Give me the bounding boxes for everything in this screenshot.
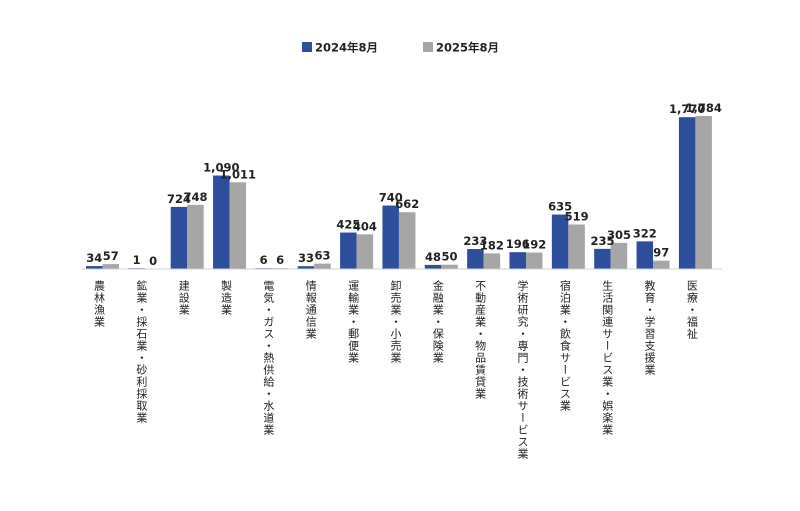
value-label-a-5: 33	[298, 251, 314, 265]
bar-b-6	[356, 234, 374, 269]
bar-b-11	[568, 224, 585, 269]
value-label-a-9: 233	[463, 234, 487, 248]
value-label-a-14: 1,770	[669, 102, 705, 116]
bar-b-0	[102, 264, 119, 269]
bar-a-10	[509, 252, 526, 269]
bar-b-8	[441, 264, 458, 269]
category-label-14: 医療・福祉	[685, 280, 698, 340]
value-label-b-11: 519	[565, 209, 589, 223]
legend-label-0: 2024年8月	[315, 41, 378, 55]
value-label-a-7: 740	[379, 191, 403, 205]
bar-b-2	[187, 204, 204, 269]
value-label-a-4: 6	[260, 253, 268, 267]
bars	[86, 116, 712, 269]
category-label-13: 教育・学習支援業	[643, 280, 656, 376]
value-label-b-14: 1,784	[685, 101, 721, 115]
bar-b-10	[526, 252, 543, 269]
value-label-b-4: 6	[276, 253, 284, 267]
category-label-1: 鉱業・採石業・砂利採取業	[135, 279, 148, 424]
category-label-4: 電気・ガス・熱供給・水道業	[262, 280, 275, 436]
bar-a-7	[382, 205, 399, 269]
category-label-6: 運輸業・郵便業	[347, 280, 360, 364]
value-label-a-11: 635	[548, 200, 572, 214]
bar-a-3	[213, 175, 230, 269]
category-label-11: 宿泊業・飲食サービス業	[558, 279, 571, 412]
value-label-b-5: 63	[314, 249, 330, 263]
legend-label-1: 2025年8月	[436, 41, 499, 55]
category-label-5: 情報通信業	[304, 280, 317, 340]
value-label-b-0: 57	[103, 249, 119, 263]
bar-b-3	[229, 182, 247, 269]
value-label-a-1: 1	[133, 253, 141, 267]
bar-b-14	[695, 116, 712, 269]
value-label-a-10: 196	[506, 237, 530, 251]
category-label-0: 農林漁業	[93, 279, 106, 328]
bar-b-5	[314, 263, 331, 269]
value-label-b-12: 305	[607, 228, 631, 242]
bar-a-11	[551, 214, 569, 269]
value-label-a-2: 724	[167, 192, 191, 206]
value-label-a-8: 48	[425, 250, 441, 264]
value-label-b-10: 192	[522, 238, 546, 252]
bar-b-7	[398, 212, 416, 269]
value-label-a-12: 235	[590, 234, 614, 248]
category-label-9: 不動産業・物品賃貸業	[474, 280, 487, 400]
category-label-10: 学術研究・専門・技術サービス業	[516, 279, 529, 460]
value-label-b-3: 1,011	[220, 167, 256, 181]
category-label-12: 生活関連サービス業・娯楽業	[601, 279, 614, 436]
legend-swatch-0	[302, 42, 312, 52]
value-label-b-13: 97	[653, 246, 669, 260]
value-label-a-3: 1,090	[203, 161, 239, 175]
value-label-b-6: 404	[353, 219, 377, 233]
bar-a-5	[297, 266, 315, 269]
bar-a-6	[340, 232, 357, 269]
legend: 2024年8月 2025年8月	[302, 41, 499, 55]
bar-a-2	[170, 206, 188, 269]
bar-a-9	[467, 249, 484, 269]
category-labels: 農林漁業 鉱業・採石業・砂利採取業 建設業 製造業 電気・ガス・熱供給・水道業 情報通信業…	[93, 279, 699, 460]
value-label-a-13: 322	[633, 226, 657, 240]
bar-a-0	[86, 266, 103, 269]
bar-a-12	[594, 248, 611, 269]
category-label-3: 製造業	[220, 279, 233, 316]
bar-b-12	[610, 242, 628, 269]
value-label-b-2: 748	[183, 190, 207, 204]
value-label-b-1: 0	[149, 254, 157, 268]
category-label-8: 金融業・保険業	[431, 279, 444, 364]
value-label-a-0: 34	[86, 251, 102, 265]
bar-b-13	[653, 260, 670, 269]
value-label-b-7: 662	[395, 197, 419, 211]
bar-b-9	[483, 253, 501, 269]
category-label-7: 卸売業・小売業	[389, 279, 402, 364]
category-label-2: 建設業	[177, 279, 190, 316]
value-label-a-6: 425	[336, 218, 360, 232]
bar-a-8	[424, 264, 442, 269]
legend-swatch-1	[423, 42, 433, 52]
value-label-b-8: 50	[442, 250, 458, 264]
bar-a-14	[678, 117, 696, 269]
bar-a-13	[636, 241, 654, 269]
value-label-b-9: 182	[480, 238, 504, 252]
